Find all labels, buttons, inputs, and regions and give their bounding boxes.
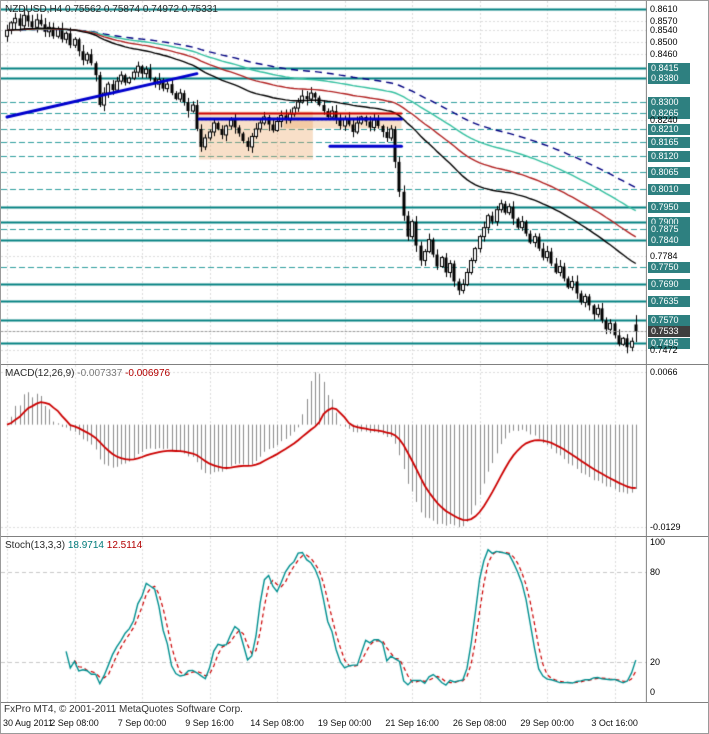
price-axis-label: 0.8500 — [650, 37, 678, 48]
macd-axis-label: 0.0066 — [650, 367, 678, 378]
chart-title-text: NZDUSD,H4 0.75562 0.75874 0.74972 0.7533… — [5, 4, 218, 15]
macd-signal-value: -0.006976 — [125, 368, 171, 379]
macd-axis[interactable]: 0.0066 -0.0129 — [648, 365, 708, 536]
price-chart-canvas[interactable] — [1, 1, 647, 364]
time-axis-label: 9 Sep 16:00 — [185, 718, 234, 728]
stochastic-axis[interactable]: 100 80 20 0 — [648, 537, 708, 702]
price-axis-label: 0.7570 — [648, 315, 690, 327]
price-axis[interactable]: 0.8610 0.8570 0.8540 0.8500 0.8460 0.8415 0.83… — [648, 1, 708, 364]
macd-axis-label: -0.0129 — [650, 522, 681, 533]
price-axis-label: 0.8460 — [650, 49, 678, 60]
stochastic-axis-label: 0 — [650, 687, 656, 697]
stochastic-main-value: 18.9714 — [67, 540, 104, 551]
chart-title: NZDUSD,H4 0.75562 0.75874 0.74972 0.7533… — [5, 4, 218, 15]
time-axis-label: 14 Sep 08:00 — [250, 718, 304, 728]
stochastic-canvas[interactable] — [1, 537, 647, 702]
time-axis-label: 19 Sep 00:00 — [317, 718, 372, 728]
price-axis-label: 0.8540 — [650, 25, 678, 36]
price-axis-label: 0.8610 — [650, 4, 678, 15]
current-price-label: 0.7533 — [648, 326, 690, 338]
price-axis-label: 0.7690 — [648, 279, 690, 291]
stochastic-label: Stoch(13,3,3) 18.9714 12.5114 — [5, 540, 142, 551]
price-axis-label: 0.8415 — [648, 62, 690, 74]
time-axis-label: 29 Sep 00:00 — [520, 718, 574, 728]
price-axis-label: 0.8065 — [648, 167, 690, 179]
price-axis-label: 0.8300 — [648, 97, 690, 109]
price-axis-label: 0.7840 — [648, 234, 690, 246]
stochastic-axis-label: 80 — [650, 567, 661, 577]
price-axis-label: 0.7950 — [648, 201, 690, 213]
macd-label: MACD(12,26,9) -0.007337 -0.006976 — [5, 368, 170, 379]
price-axis-label: 0.8265 — [648, 107, 690, 119]
time-axis-label: 21 Sep 16:00 — [385, 718, 439, 728]
price-axis-label: 0.7472 — [650, 344, 678, 355]
price-axis-label: 0.8570 — [650, 16, 678, 27]
macd-panel: MACD(12,26,9) -0.007337 -0.006976 0.0066… — [1, 365, 708, 537]
price-axis-label: 0.7784 — [650, 251, 678, 262]
price-axis-label: 0.8165 — [648, 137, 690, 149]
time-axis-label: 26 Sep 08:00 — [452, 718, 507, 728]
time-axis-label: 30 Aug 2011 — [3, 718, 53, 728]
time-axis-strip: FxPro MT4, © 2001-2011 MetaQuotes Softwa… — [1, 703, 708, 733]
price-axis-label: 0.7635 — [648, 295, 690, 307]
price-axis-label: 0.8240 — [650, 115, 678, 125]
stochastic-axis-label: 100 — [650, 537, 666, 547]
time-axis[interactable]: 30 Aug 2011 2 Sep 08:00 7 Sep 00:00 9 Sep 1… — [1, 718, 708, 732]
macd-main-value: -0.007337 — [77, 368, 123, 379]
macd-canvas[interactable] — [1, 365, 647, 536]
price-axis-label: 0.8120 — [648, 150, 690, 162]
copyright-text: FxPro MT4, © 2001-2011 MetaQuotes Softwa… — [4, 704, 243, 715]
stochastic-panel: Stoch(13,3,3) 18.9714 12.5114 100 80 20 0 — [1, 537, 708, 703]
time-axis-label: 7 Sep 00:00 — [117, 718, 167, 728]
time-axis-label: 3 Oct 16:00 — [591, 718, 638, 728]
price-axis-label: 0.7495 — [648, 337, 690, 349]
stochastic-axis-label: 20 — [650, 657, 661, 667]
stochastic-signal-value: 12.5114 — [106, 540, 143, 551]
price-axis-label: 0.8380 — [648, 73, 690, 85]
time-axis-label: 2 Sep 08:00 — [50, 718, 99, 728]
macd-name: MACD(12,26,9) — [5, 368, 75, 379]
price-axis-label: 0.7875 — [648, 224, 690, 236]
price-axis-label: 0.7900 — [648, 216, 690, 228]
price-axis-label: 0.7750 — [648, 261, 690, 273]
stochastic-name: Stoch(13,3,3) — [5, 540, 66, 551]
price-chart-panel: NZDUSD,H4 0.75562 0.75874 0.74972 0.7533… — [1, 1, 708, 365]
price-axis-label: 0.8210 — [648, 123, 690, 135]
price-axis-label: 0.8010 — [648, 183, 690, 195]
